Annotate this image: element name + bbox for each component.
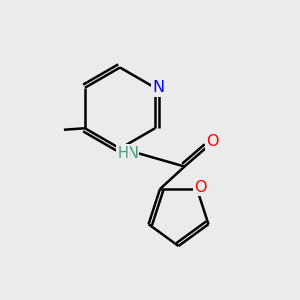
Text: N: N	[126, 146, 138, 160]
Text: O: O	[194, 180, 207, 195]
Text: H: H	[118, 146, 128, 160]
Text: N: N	[152, 80, 164, 95]
Text: O: O	[206, 134, 219, 149]
